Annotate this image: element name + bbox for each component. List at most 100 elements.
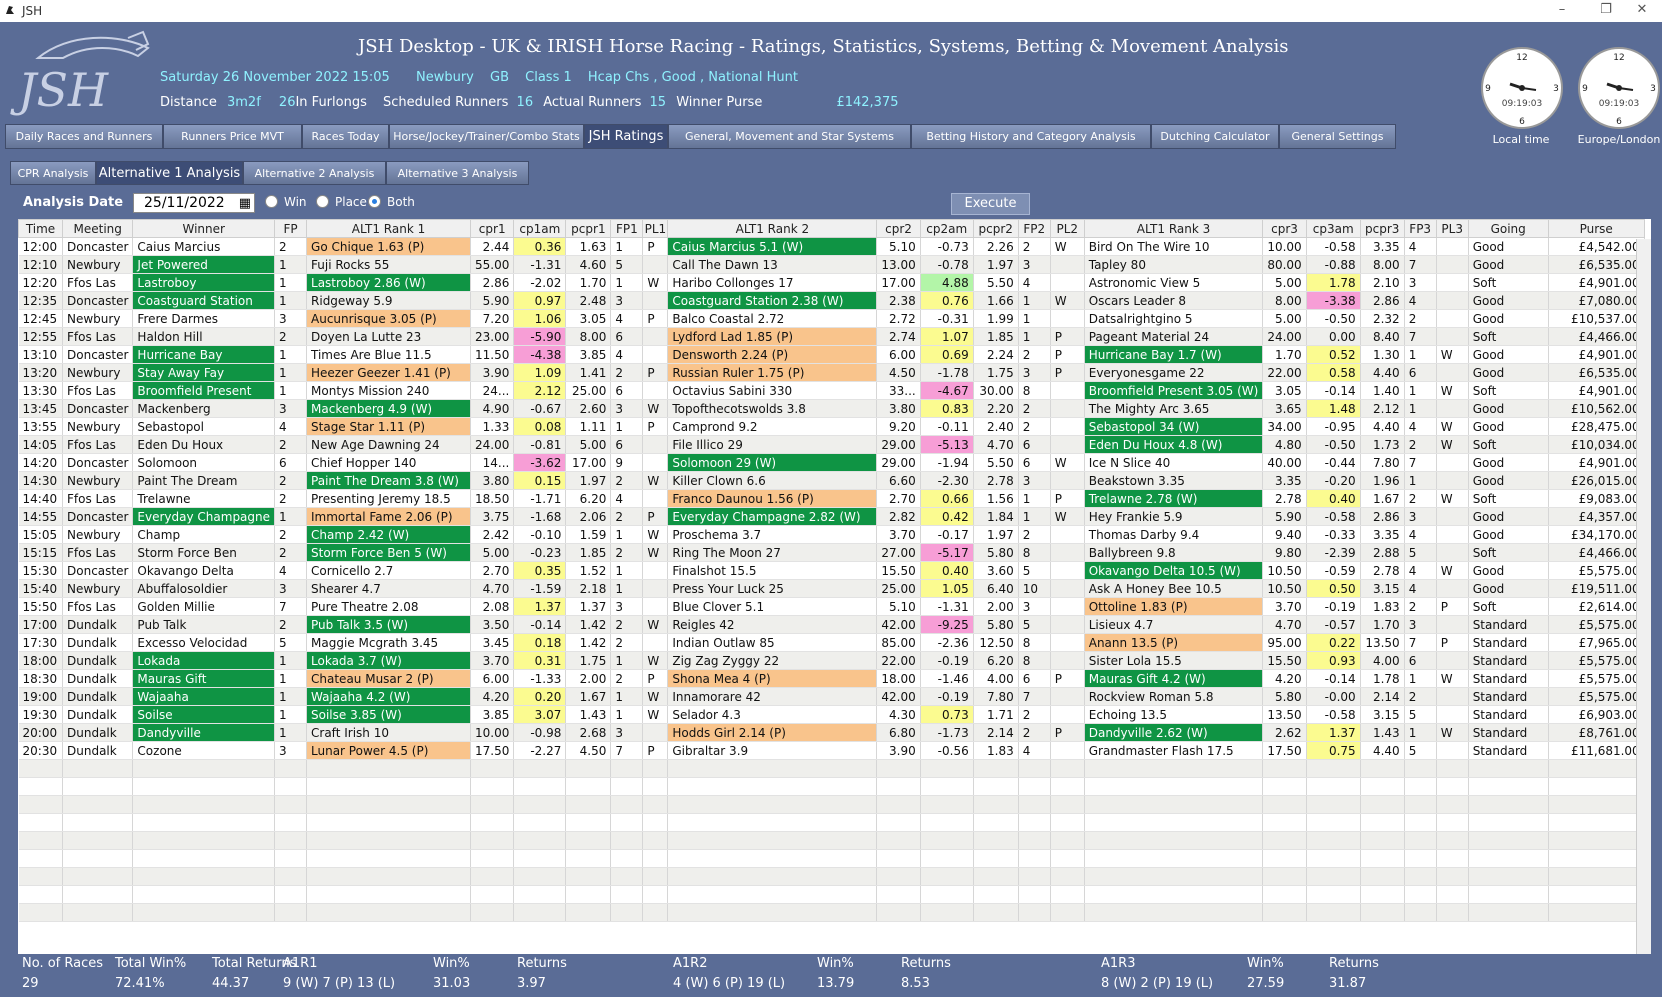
table-row[interactable]: 18:00 Dundalk Lokada 1 Lokada 3.7 (W) 3.70 0.3… [18,651,1645,670]
table-row[interactable]: 15:15 Ffos Las Storm Force Ben 2 Storm Force… [18,543,1645,562]
table-row[interactable]: 13:30 Ffos Las Broomfield Present 1 Montys M… [18,381,1645,400]
table-cell: 4.60 [565,255,612,274]
tab-jsh-ratings[interactable]: JSH Ratings [584,124,668,149]
column-header[interactable]: FP2 [1017,219,1051,238]
table-row[interactable]: 12:10 Newbury Jet Powered 1 Fuji Rocks 55 55.… [18,255,1645,274]
maximize-button[interactable]: ❐ [1600,2,1612,17]
table-row[interactable]: 15:40 Newbury Abuffalosoldier 3 Shearer 4.7 4… [18,579,1645,598]
table-cell: W [642,399,669,418]
empty-cell [1262,795,1307,814]
table-row[interactable]: 13:45 Doncaster Mackenberg 3 Mackenberg 4.9 … [18,399,1645,418]
column-header[interactable]: pcpr1 [565,219,612,238]
tab-runners-price[interactable]: Runners Price MVT [163,124,302,149]
table-row[interactable]: 14:20 Doncaster Solomoon 6 Chief Hopper 140 1… [18,453,1645,472]
table-cell: 5.90 [470,291,515,310]
tab-settings[interactable]: General Settings [1279,124,1396,149]
column-header[interactable]: cp2am [919,219,974,238]
table-cell: Newbury [62,417,134,436]
table-row[interactable]: 15:50 Ffos Las Golden Millie 7 Pure Theatre … [18,597,1645,616]
table-cell: -1.33 [513,669,567,688]
empty-cell [132,813,276,832]
tab-alt2-analysis[interactable]: Alternative 2 Analysis [243,161,386,185]
table-cell: 1 [274,723,308,742]
vertical-scrollbar[interactable] [1636,239,1651,954]
table-row[interactable]: 15:30 Doncaster Okavango Delta 4 Cornicello … [18,561,1645,580]
column-header[interactable]: cp3am [1305,219,1361,238]
table-cell: 1.73 [1360,435,1405,454]
column-header[interactable]: Meeting [61,219,134,238]
column-header[interactable]: PL2 [1049,219,1085,238]
table-row[interactable]: 14:40 Ffos Las Trelawne 2 Presenting Jeremy … [18,489,1645,508]
table-cell: £11,681.00 [1548,741,1645,760]
table-row[interactable]: 19:30 Dundalk Soilse 1 Soilse 3.85 (W) 3.85 3.… [18,705,1645,724]
table-row[interactable]: 18:30 Dundalk Mauras Gift 1 Chateau Musar 2 … [18,669,1645,688]
table-row[interactable]: 20:00 Dundalk Dandyville 1 Craft Irish 10 10.… [18,723,1645,742]
column-header[interactable]: Going [1467,219,1549,238]
table-row[interactable]: 12:55 Ffos Las Haldon Hill 2 Doyen La Lutte … [18,327,1645,346]
tab-daily-races[interactable]: Daily Races and Runners [5,124,163,149]
column-header[interactable]: ALT1 Rank 2 [667,219,878,238]
table-cell: Bird On The Wire 10 [1084,237,1264,256]
table-row[interactable]: 14:30 Newbury Paint The Dream 2 Paint The Dr… [18,471,1645,490]
table-row[interactable]: 12:00 Doncaster Caius Marcius 2 Go Chique 1.… [18,237,1645,256]
execute-button[interactable]: Execute [951,193,1030,215]
table-row[interactable]: 19:00 Dundalk Wajaaha 1 Wajaaha 4.2 (W) 4.20 0… [18,687,1645,706]
table-row[interactable]: 12:45 Newbury Frere Darmes 3 Aucunrisque 3.0… [18,309,1645,328]
table-row[interactable]: 17:00 Dundalk Pub Talk 2 Pub Talk 3.5 (W) 3.5… [18,615,1645,634]
empty-cell [513,867,567,886]
empty-cell [610,795,644,814]
tab-systems[interactable]: General, Movement and Star Systems [668,124,911,149]
analysis-date-input[interactable]: 25/11/2022 ▦ [133,193,255,213]
table-cell: Go Chique 1.63 (P) [306,237,472,256]
table-row[interactable]: 17:30 Dundalk Excesso Velocidad 5 Maggie Mcg… [18,633,1645,652]
both-radio[interactable] [368,195,381,208]
tab-dutching[interactable]: Dutching Calculator [1151,124,1279,149]
column-header[interactable]: PL3 [1435,219,1469,238]
table-row[interactable]: 13:10 Doncaster Hurricane Bay 1 Times Are Bl… [18,345,1645,364]
column-header[interactable]: Winner [132,219,276,238]
tab-cpr-analysis[interactable]: CPR Analysis [10,161,96,185]
table-row[interactable]: 12:35 Doncaster Coastguard Station 1 Ridgewa… [18,291,1645,310]
table-cell: 2.62 [1262,723,1307,742]
column-header[interactable]: FP1 [610,219,644,238]
column-header[interactable]: ALT1 Rank 1 [306,219,472,238]
column-header[interactable]: cpr3 [1262,219,1307,238]
table-row[interactable]: 14:55 Doncaster Everyday Champagne 1 Immorta… [18,507,1645,526]
empty-cell [1548,795,1645,814]
table-row[interactable]: 15:05 Newbury Champ 2 Champ 2.42 (W) 2.42 -0.1… [18,525,1645,544]
table-cell: 4.88 [920,273,974,292]
table-row[interactable]: 13:55 Newbury Sebastopol 4 Stage Star 1.11 (… [18,417,1645,436]
place-radio[interactable] [316,195,329,208]
tab-betting-history[interactable]: Betting History and Category Analysis [911,124,1151,149]
column-header[interactable]: pcpr2 [972,219,1019,238]
column-header[interactable]: pcpr3 [1359,219,1405,238]
table-cell: P [1050,669,1085,688]
table-row[interactable]: 14:05 Ffos Las Eden Du Houx 2 New Age Dawnin… [18,435,1645,454]
calendar-icon[interactable]: ▦ [238,196,251,211]
table-cell: Excesso Velocidad [132,633,276,652]
column-header[interactable]: FP [274,219,308,238]
column-header[interactable]: PL1 [642,219,669,238]
column-header[interactable]: Purse [1547,219,1645,238]
tab-alt3-analysis[interactable]: Alternative 3 Analysis [386,161,529,185]
table-row[interactable]: 13:20 Newbury Stay Away Fay 1 Heezer Geezer … [18,363,1645,382]
table-cell: 2 [1018,399,1051,418]
minimize-button[interactable]: – [1558,2,1566,17]
empty-cell [1050,867,1085,886]
empty-cell [470,903,515,922]
tab-races-today[interactable]: Races Today [302,124,389,149]
table-row[interactable]: 20:30 Dundalk Cozone 3 Lunar Power 4.5 (P) 17… [18,741,1645,760]
column-header[interactable]: ALT1 Rank 3 [1083,219,1264,238]
tab-alt1-analysis[interactable]: Alternative 1 Analysis [96,161,243,185]
tab-combo-stats[interactable]: Horse/Jockey/Trainer/Combo Stats [389,124,584,149]
empty-cell [1548,813,1645,832]
column-header[interactable]: cp1am [513,219,567,238]
column-header[interactable]: cpr1 [470,219,515,238]
column-header[interactable]: FP3 [1403,219,1437,238]
column-header[interactable]: cpr2 [876,219,921,238]
table-row[interactable]: 12:20 Ffos Las Lastroboy 1 Lastroboy 2.86 (W… [18,273,1645,292]
close-button[interactable]: ✕ [1636,2,1648,17]
column-header[interactable]: Time [18,219,63,238]
clock-icon: 12 6 9 3 09:19:03 [1578,47,1660,129]
win-radio[interactable] [265,195,278,208]
